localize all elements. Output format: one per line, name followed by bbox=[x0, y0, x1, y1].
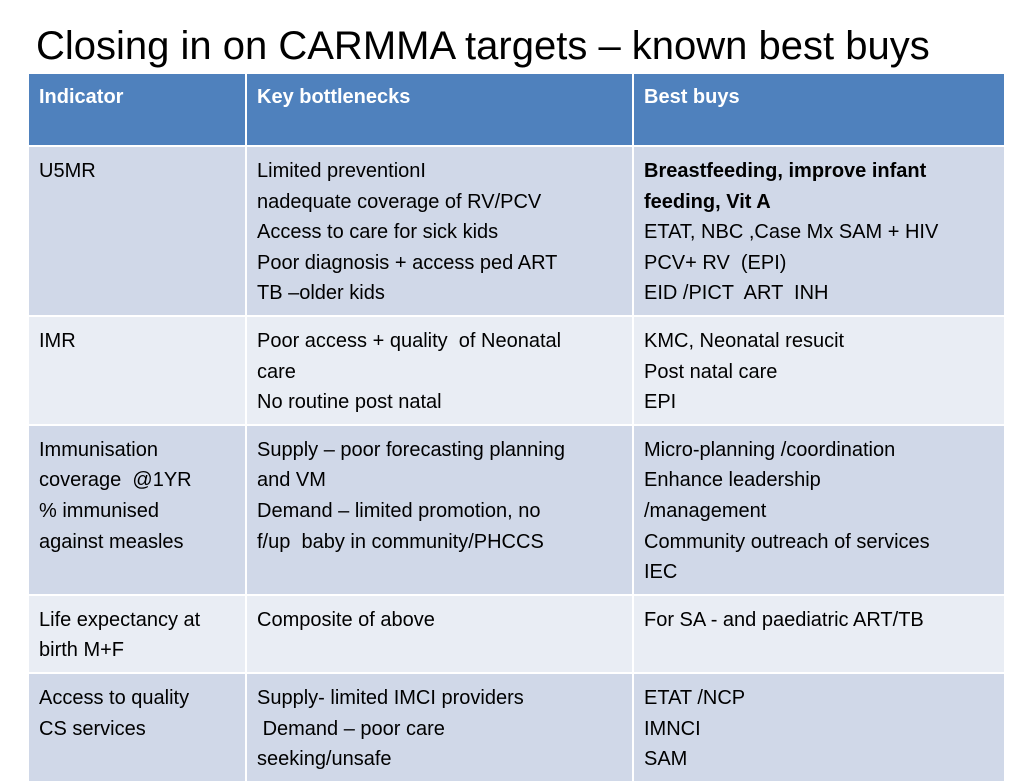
bottleneck-line: Access to care for sick kids bbox=[257, 221, 499, 244]
best-buy-bold-line: feeding, Vit A bbox=[644, 190, 771, 213]
best-buy-line: SAM bbox=[644, 748, 688, 771]
table-row-imr: IMR Poor access + quality of Neonatal ca… bbox=[27, 314, 1006, 426]
table-row-life-expectancy: Life expectancy at birth M+F Composite o… bbox=[27, 593, 1006, 674]
indicator-line: birth M+F bbox=[39, 639, 125, 662]
header-row: Indicator Key bottlenecks Best buys bbox=[27, 72, 1006, 147]
best-buy-line: Enhance leadership bbox=[644, 469, 821, 492]
indicator-line: IMR bbox=[39, 329, 76, 352]
indicator-line: Immunisation bbox=[39, 438, 158, 461]
best-buy-line: IMNCI bbox=[644, 717, 701, 740]
bottleneck-line: f/up baby in community/PHCCS bbox=[257, 530, 544, 553]
best-buys-cell: Breastfeeding, improve infant feeding, V… bbox=[632, 145, 1006, 317]
bottlenecks-cell: Supply – poor forecasting planning and V… bbox=[245, 423, 634, 596]
indicator-cell: Life expectancy at birth M+F bbox=[27, 593, 247, 674]
indicator-line: U5MR bbox=[39, 160, 96, 182]
bottleneck-line: Demand – limited promotion, no bbox=[257, 499, 541, 522]
bottleneck-line: TB –older kids bbox=[257, 282, 385, 305]
indicator-cell: IMR bbox=[27, 314, 247, 426]
best-buys-cell: For SA - and paediatric ART/TB bbox=[632, 593, 1006, 674]
best-buys-cell: Micro-planning /coordination Enhance lea… bbox=[632, 423, 1006, 596]
best-buy-line: KMC, Neonatal resucit bbox=[644, 329, 845, 352]
bottleneck-line: nadequate coverage of RV/PCV bbox=[257, 190, 542, 213]
carmma-table: Indicator Key bottlenecks Best buys U5MR… bbox=[27, 72, 1006, 783]
best-buy-line: Micro-planning /coordination bbox=[644, 438, 896, 461]
indicator-cell: U5MR bbox=[27, 145, 247, 317]
header-best-buys: Best buys bbox=[632, 72, 1006, 147]
best-buy-bold-line: Breastfeeding, improve infant bbox=[644, 160, 927, 182]
best-buys-cell: ETAT /NCP IMNCI SAM bbox=[632, 671, 1006, 783]
bottlenecks-cell: Limited preventionI nadequate coverage o… bbox=[245, 145, 634, 317]
indicator-cell: Access to quality CS services bbox=[27, 671, 247, 783]
bottleneck-line: Composite of above bbox=[257, 608, 435, 631]
bottleneck-line: seeking/unsafe bbox=[257, 748, 392, 771]
best-buys-cell: KMC, Neonatal resucit Post natal care EP… bbox=[632, 314, 1006, 426]
indicator-line: against measles bbox=[39, 530, 184, 553]
bottleneck-line: care bbox=[257, 360, 296, 383]
bottleneck-line: No routine post natal bbox=[257, 391, 442, 414]
bottleneck-line: and VM bbox=[257, 469, 326, 492]
table-row-immunisation: Immunisation coverage @1YR % immunised a… bbox=[27, 423, 1006, 596]
indicator-cell: Immunisation coverage @1YR % immunised a… bbox=[27, 423, 247, 596]
indicator-line: % immunised bbox=[39, 499, 160, 522]
header-key-bottlenecks: Key bottlenecks bbox=[245, 72, 634, 147]
best-buy-line: ETAT, NBC ,Case Mx SAM + HIV bbox=[644, 221, 939, 244]
table-row-cs-services: Access to quality CS services Supply- li… bbox=[27, 671, 1006, 783]
best-buy-line: /management bbox=[644, 499, 767, 522]
best-buy-line: PCV+ RV (EPI) bbox=[644, 251, 787, 274]
indicator-line: CS services bbox=[39, 717, 146, 740]
bottleneck-line: Limited preventionI bbox=[257, 160, 426, 182]
best-buy-line: IEC bbox=[644, 561, 678, 584]
best-buy-line: Post natal care bbox=[644, 360, 778, 383]
indicator-line: coverage @1YR bbox=[39, 469, 192, 492]
bottleneck-line: Supply- limited IMCI providers bbox=[257, 686, 524, 709]
header-indicator: Indicator bbox=[27, 72, 247, 147]
best-buy-line: ETAT /NCP bbox=[644, 686, 746, 709]
table-row-u5mr: U5MR Limited preventionI nadequate cover… bbox=[27, 145, 1006, 317]
bottlenecks-cell: Composite of above bbox=[245, 593, 634, 674]
bottleneck-line: Supply – poor forecasting planning bbox=[257, 438, 565, 461]
best-buy-line: Community outreach of services bbox=[644, 530, 930, 553]
bottlenecks-cell: Supply- limited IMCI providers Demand – … bbox=[245, 671, 634, 783]
slide-title: Closing in on CARMMA targets – known bes… bbox=[36, 24, 930, 68]
best-buy-line: EID /PICT ART INH bbox=[644, 282, 829, 305]
indicator-line: Life expectancy at bbox=[39, 608, 201, 631]
bottleneck-line: Poor diagnosis + access ped ART bbox=[257, 251, 558, 274]
bottlenecks-cell: Poor access + quality of Neonatal care N… bbox=[245, 314, 634, 426]
bottleneck-line: Demand – poor care bbox=[257, 717, 445, 740]
best-buy-line: For SA - and paediatric ART/TB bbox=[644, 608, 924, 631]
indicator-line: Access to quality bbox=[39, 686, 190, 709]
best-buy-line: EPI bbox=[644, 391, 677, 414]
bottleneck-line: Poor access + quality of Neonatal bbox=[257, 329, 562, 352]
